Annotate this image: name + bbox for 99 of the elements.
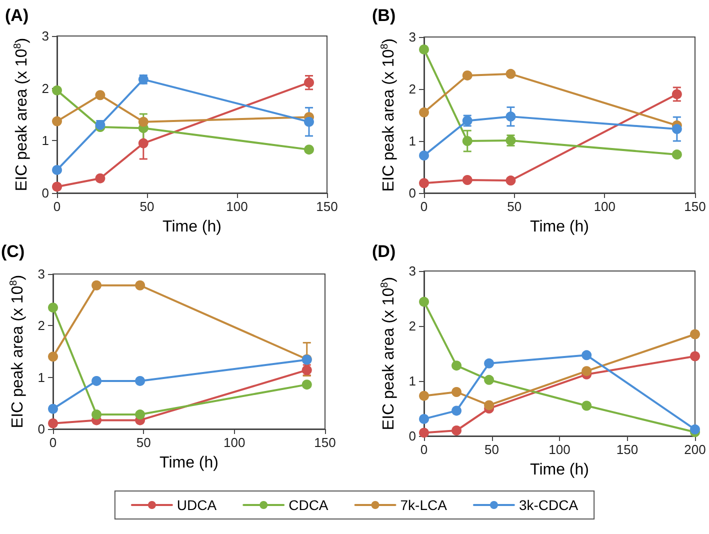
point [52,164,62,175]
x-tick-label: 150 [616,442,638,457]
point [672,124,682,134]
x-tick-label: 0 [420,442,428,457]
point [582,366,592,376]
point [484,358,494,368]
y-tick-label: 2 [38,318,45,334]
x-axis-title: Time (h) [530,218,589,236]
point [452,387,462,397]
point [582,400,592,411]
y-tick-label: 2 [408,318,416,334]
y-axis-title: EIC peak area (x 108) [8,274,26,428]
y-axis-title: EIC peak area (x 108) [380,38,398,192]
chart-title: (C) [1,242,25,261]
point [419,390,429,401]
x-tick-label: 50 [136,435,151,450]
point [462,136,472,146]
point [419,150,429,161]
point [672,150,682,160]
x-tick-label: 100 [594,199,616,214]
y-tick-label: 1 [408,374,416,388]
x-tick-label: 100 [226,199,248,214]
point [138,116,148,127]
point [672,89,682,100]
point [135,280,146,290]
y-axis-title: EIC peak area (x 108) [380,276,398,430]
point [506,112,516,122]
point [48,404,58,414]
point [419,178,429,188]
y-tick-label: 0 [38,422,45,436]
x-tick-label: 100 [223,435,246,450]
point [484,400,494,410]
point [52,116,62,126]
y-tick-label: 0 [42,186,49,200]
x-axis-title: Time (h) [160,454,218,472]
point [48,352,58,362]
x-tick-label: 150 [314,435,336,450]
point [52,182,62,192]
x-tick-label: 50 [484,442,499,457]
x-axis-title: Time (h) [162,218,222,236]
point [462,175,472,185]
y-axis-title: EIC peak area (x 108) [12,38,30,192]
point [582,350,592,360]
point [92,410,102,420]
point [419,428,429,438]
y-tick-label: 0 [408,186,416,200]
x-tick-label: 50 [140,199,154,214]
legend-label: 7k-LCA [400,497,448,513]
x-tick-label: 150 [684,199,706,214]
x-tick-label: 50 [507,199,522,214]
point [95,173,106,184]
point [48,302,58,313]
point [92,280,102,290]
point [304,78,314,88]
legend-label: UDCA [176,497,218,513]
point [506,68,516,79]
chart-title: (B) [372,6,396,25]
y-tick-label: 2 [42,80,49,96]
x-tick-label: 0 [53,199,61,214]
point [135,376,146,386]
point [304,144,314,155]
point [452,426,462,436]
x-axis-title: Time (h) [530,462,589,478]
point [690,424,700,434]
x-tick-label: 0 [420,199,428,214]
point [92,376,102,386]
point [484,374,494,385]
point [52,85,62,96]
point [690,351,700,362]
point [462,70,472,80]
y-tick-label: 3 [408,264,416,278]
y-tick-label: 3 [408,30,416,44]
point [302,380,312,390]
y-tick-label: 2 [408,82,416,96]
x-tick-label: 150 [316,199,338,214]
point [419,414,429,424]
y-tick-label: 1 [38,370,45,385]
point [135,410,146,420]
y-tick-label: 1 [42,133,49,148]
point [95,90,106,100]
point [48,418,58,428]
x-tick-label: 200 [684,442,706,457]
point [419,44,429,54]
point [690,329,700,340]
chart-title: (D) [372,242,396,261]
point [452,360,462,371]
point [304,116,314,127]
point [419,107,429,118]
x-tick-label: 100 [548,442,570,457]
point [452,406,462,416]
point [419,296,429,307]
legend-label: 3k-CDCA [518,497,579,513]
y-tick-label: 3 [38,266,45,282]
y-tick-label: 3 [42,28,49,44]
point [138,138,148,148]
chart-title: (A) [5,6,29,25]
y-tick-label: 1 [408,134,416,148]
point [506,176,516,186]
legend-label: CDCA [288,497,329,513]
